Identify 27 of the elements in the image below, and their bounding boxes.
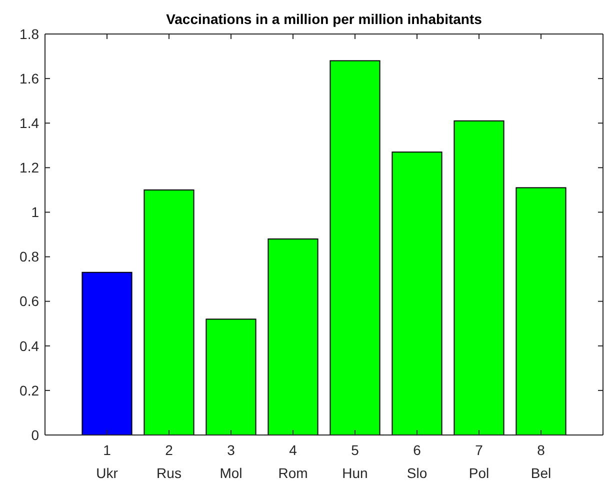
y-tick-label: 1.6: [20, 70, 40, 86]
x-tick-label: 1 Ukr: [96, 442, 118, 481]
bar: [330, 60, 380, 436]
y-tick-label: 1.8: [20, 26, 40, 42]
y-tick-label: 0.8: [20, 248, 40, 265]
bar: [206, 318, 256, 436]
chart-title: Vaccinations in a million per million inhabitants: [166, 11, 482, 27]
x-tick-label: 4 Rom: [278, 442, 308, 481]
bar: [392, 152, 442, 436]
bar: [454, 120, 504, 436]
x-tick-label: 3 Mol: [220, 442, 242, 481]
y-tick-label: 0.4: [20, 338, 40, 354]
bar: [144, 189, 194, 436]
x-tick-label: 6 Slo: [406, 442, 428, 481]
bar: [268, 238, 318, 436]
y-tick-label: 1: [31, 204, 40, 220]
x-tick-label: 7 Pol: [468, 442, 490, 481]
y-tick-label: 0: [31, 426, 40, 443]
x-tick-label: 8 Bel: [530, 442, 552, 481]
y-tick-label: 0.2: [20, 382, 40, 398]
x-tick-label: 2 Rus: [156, 442, 182, 481]
x-tick-label: 5 Hun: [342, 442, 368, 481]
y-tick-label: 0.6: [20, 293, 40, 310]
bar: [516, 187, 566, 436]
bar: [82, 272, 132, 436]
y-tick-label: 1.4: [20, 115, 40, 132]
y-tick-label: 1.2: [20, 160, 40, 176]
